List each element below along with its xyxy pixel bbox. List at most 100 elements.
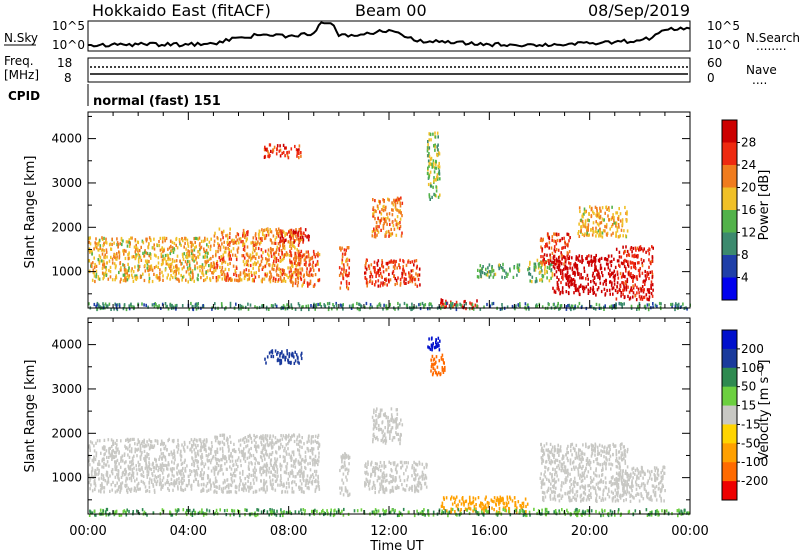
velocity-cbar-segment-1 xyxy=(722,348,737,369)
noise-left-tick-bottom: 10^0 xyxy=(52,38,85,52)
velocity-cbar-segment-3 xyxy=(722,386,737,407)
velocity-heatmap xyxy=(88,336,690,518)
power-region-15 xyxy=(88,301,691,312)
power-region-13 xyxy=(577,205,629,239)
velocity-cbar-tick-2: 50 xyxy=(741,380,756,394)
time-axis: 00:00 04:00 08:00 12:00 16:00 20:00 00:00 xyxy=(69,112,709,539)
power-region-16 xyxy=(263,143,302,160)
noise-left-tick-top: 10^5 xyxy=(52,19,85,33)
noise-left-label: N.Sky xyxy=(4,31,38,45)
power-region-11 xyxy=(539,232,571,266)
velocity-region-11 xyxy=(264,349,303,366)
velocity-ytick-2: 2000 xyxy=(51,426,82,440)
noise-line xyxy=(88,21,691,48)
power-cbar-tick-0: 28 xyxy=(741,136,756,150)
velocity-ylabel: Slant Range [km] xyxy=(23,360,38,473)
power-region-6 xyxy=(371,196,404,239)
x-tick-3: 12:00 xyxy=(370,524,407,539)
velocity-cbar-segment-8 xyxy=(722,481,737,501)
velocity-cbar-segment-4 xyxy=(722,405,737,425)
power-region-7 xyxy=(426,131,441,201)
power-ytick-3: 1000 xyxy=(51,265,82,279)
velocity-cbar-segment-7 xyxy=(722,462,737,482)
power-heatmap xyxy=(88,131,691,312)
noise-right-tick-bottom: 10^0 xyxy=(707,38,740,52)
power-region-14 xyxy=(614,245,654,302)
power-cbar-segment-0 xyxy=(722,120,737,143)
cpid-label: CPID xyxy=(8,89,40,103)
velocity-ytick-3: 1000 xyxy=(51,471,82,485)
noise-right-dots: ........ xyxy=(756,39,787,53)
power-cbar-tick-1: 24 xyxy=(741,158,756,172)
power-cbar-segment-3 xyxy=(722,187,737,211)
power-cbar-segment-1 xyxy=(722,142,737,166)
velocity-region-9 xyxy=(614,465,666,503)
power-cbar-segment-6 xyxy=(722,255,737,278)
velocity-cbar-tick-0: 200 xyxy=(741,342,764,356)
power-region-4 xyxy=(338,246,351,291)
power-cbar-segment-7 xyxy=(722,277,737,301)
velocity-cbar-tick-5: -50 xyxy=(741,436,761,450)
x-tick-0: 00:00 xyxy=(69,524,106,539)
nave-tick-top: 60 xyxy=(707,56,722,70)
velocity-cbar-tick-1: 100 xyxy=(741,361,764,375)
velocity-region-0 xyxy=(88,437,215,494)
power-cbar-tick-6: 4 xyxy=(741,271,749,285)
velocity-region-4 xyxy=(371,407,404,446)
x-tick-4: 16:00 xyxy=(471,524,508,539)
power-region-5 xyxy=(364,258,421,288)
velocity-region-1 xyxy=(213,433,321,495)
power-ytick-1: 3000 xyxy=(51,176,82,190)
cpid-text: normal (fast) 151 xyxy=(93,94,221,109)
power-region-2 xyxy=(277,227,310,244)
velocity-region-3 xyxy=(364,460,428,495)
x-tick-6: 00:00 xyxy=(671,524,708,539)
velocity-colorbar: 200 100 50 15 -15 -50 -100 -200 xyxy=(721,329,768,501)
velocity-cbar-segment-0 xyxy=(722,330,737,350)
noise-panel xyxy=(87,20,691,52)
power-ylabel: Slant Range [km] xyxy=(23,156,38,269)
power-colorbar: 28 24 20 16 12 8 4 xyxy=(721,119,756,301)
x-tick-5: 20:00 xyxy=(571,524,608,539)
power-region-3 xyxy=(289,249,321,288)
velocity-cbar-tick-6: -100 xyxy=(741,455,768,469)
power-colorbar-label: Power [dB] xyxy=(757,170,772,241)
velocity-cbar-segment-2 xyxy=(722,367,737,388)
velocity-cbar-segment-5 xyxy=(722,424,737,444)
power-ytick-0: 4000 xyxy=(51,132,82,146)
power-cbar-segment-5 xyxy=(722,232,737,256)
velocity-cbar-tick-3: 15 xyxy=(741,399,756,413)
power-cbar-tick-3: 16 xyxy=(741,203,756,217)
x-axis-label: Time UT xyxy=(369,539,423,554)
nave-dots: .... xyxy=(752,73,767,87)
velocity-colorbar-label: Velocity [m s⁻¹] xyxy=(757,360,772,461)
velocity-region-2 xyxy=(339,452,351,498)
noise-right-label: N.Search xyxy=(746,31,800,45)
x-tick-1: 04:00 xyxy=(170,524,207,539)
freq-label-1: Freq. xyxy=(4,54,34,68)
power-region-0 xyxy=(88,236,215,284)
velocity-region-7 xyxy=(440,495,529,515)
power-cbar-segment-4 xyxy=(722,210,737,233)
date-title: 08/Sep/2019 xyxy=(588,1,690,20)
freq-panel xyxy=(87,57,691,83)
power-ytick-2: 2000 xyxy=(51,220,82,234)
velocity-ytick-1: 3000 xyxy=(51,382,82,396)
power-cbar-tick-5: 8 xyxy=(741,248,749,262)
noise-right-tick-top: 10^5 xyxy=(707,19,740,33)
x-tick-2: 08:00 xyxy=(270,524,307,539)
beam-title: Beam 00 xyxy=(355,1,427,20)
station-title: Hokkaido East (fitACF) xyxy=(92,1,271,20)
velocity-cbar-tick-4: -15 xyxy=(741,417,761,431)
velocity-y-axis: 4000 3000 2000 1000 xyxy=(51,321,690,501)
velocity-ytick-0: 4000 xyxy=(51,338,82,352)
freq-label-2: [MHz] xyxy=(4,68,39,82)
power-cbar-tick-2: 20 xyxy=(741,181,756,195)
power-cbar-tick-4: 12 xyxy=(741,226,756,240)
nave-tick-bottom: 0 xyxy=(707,71,715,85)
velocity-panel-frame xyxy=(87,317,691,515)
velocity-region-5 xyxy=(427,336,441,352)
power-region-12 xyxy=(552,253,617,297)
power-region-9 xyxy=(476,262,521,280)
